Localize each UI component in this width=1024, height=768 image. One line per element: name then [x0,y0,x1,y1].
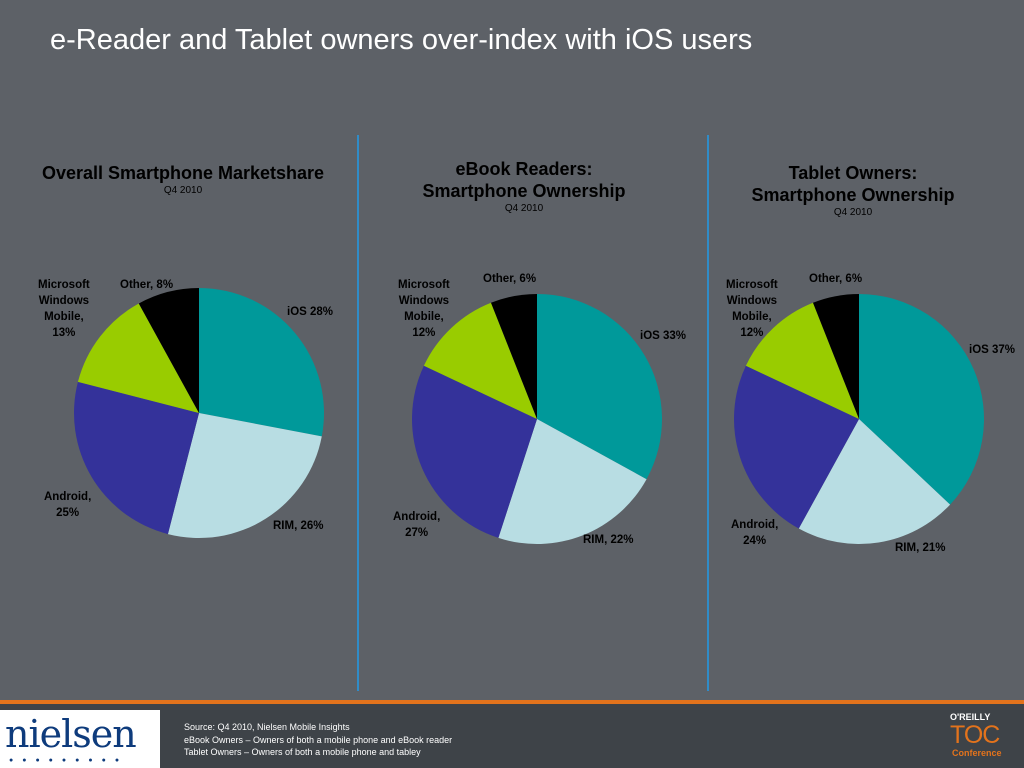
ebook-owners-note: eBook Owners – Owners of both a mobile p… [184,734,453,745]
pie-label-ios: iOS 28% [287,306,334,318]
pie-slice-rim [498,419,647,544]
oreilly-logo-text: O'REILLY [950,712,991,722]
toc-conference-text: Conference [952,748,1002,758]
nielsen-logo-dots: ●●●●●●●●● [9,757,129,764]
pie-label-rim: RIM, 22% [583,534,634,546]
pie-slice-rim [167,413,322,538]
pie-slice-ios [537,294,662,480]
source-line: Source: Q4 2010, Nielsen Mobile Insights [184,722,350,732]
pie-chart-overall [74,288,325,538]
pie-chart-tablet [734,294,984,544]
pie-slice-android [74,381,199,535]
pie-label-microsoft: Microsoft Windows Mobile, 13% [38,279,90,339]
pie-label-other: Other, 6% [483,273,537,285]
chart-title-text: eBook Readers: Smartphone Ownership [422,159,626,201]
chart-subtitle: Q4 2010 [163,185,203,196]
pie-slice-rim [798,419,951,544]
chart-title-overall: Overall Smartphone Marketshare Q4 2010 [33,162,333,198]
divider-right [707,135,709,691]
chart-title-text: Overall Smartphone Marketshare [41,163,325,183]
chart-subtitle: Q4 2010 [504,203,544,214]
pie-label-ios: iOS 33% [640,330,687,342]
pie-label-microsoft: Microsoft Windows Mobile, 12% [726,279,778,339]
toc-logo-text: TOC [950,721,1000,749]
pie-chart-ebook [412,294,662,544]
pie-slice-android [412,365,537,538]
chart-title-ebook: eBook Readers: Smartphone Ownership Q4 20… [374,158,674,216]
footer-rule [0,700,1024,704]
pie-label-rim: RIM, 26% [273,520,324,532]
pie-label-android: Android, 27% [393,511,441,539]
chart-title-tablet: Tablet Owners: Smartphone Ownership Q4 20… [703,162,1003,220]
slide-title: e-Reader and Tablet owners over-index wi… [50,24,753,56]
pie-slice-microsoft [77,303,199,413]
pie-slice-microsoft [745,302,859,419]
divider-left [357,135,359,691]
chart-title-text: Tablet Owners: Smartphone Ownership [751,163,955,205]
pie-label-ios: iOS 37% [969,344,1016,356]
pie-slice-android [734,365,859,529]
pie-slice-microsoft [423,302,537,419]
pie-label-android: Android, 24% [731,519,779,547]
source-notes: Source: Q4 2010, Nielsen Mobile Insights… [184,721,452,759]
pie-slice-other [138,288,199,413]
nielsen-logo-text: nielsen [5,712,137,756]
pie-label-android: Android, 25% [44,491,92,519]
pie-label-microsoft: Microsoft Windows Mobile, 12% [398,279,450,339]
footer-bar [0,704,1024,768]
pie-slice-ios [199,288,325,437]
pie-slice-ios [859,294,984,505]
pie-label-other: Other, 6% [809,273,863,285]
pie-label-other: Other, 8% [120,279,174,291]
tablet-owners-note: Tablet Owners – Owners of both a mobile … [184,747,421,757]
nielsen-logo: nielsen ●●●●●●●●● [0,710,160,768]
pie-slice-other [812,294,859,419]
chart-subtitle: Q4 2010 [833,207,873,218]
pie-label-rim: RIM, 21% [895,542,946,554]
pie-slice-other [490,294,537,419]
